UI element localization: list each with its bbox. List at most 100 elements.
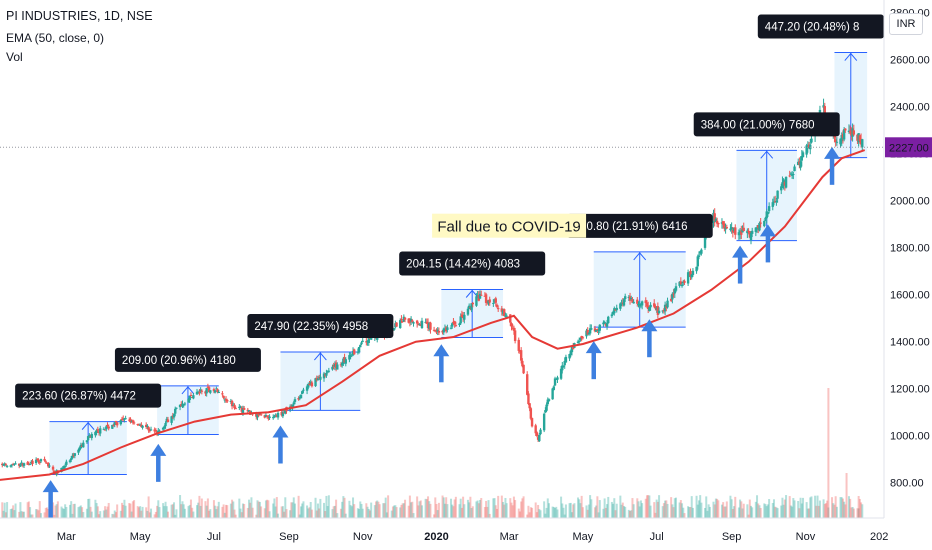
volume-bar <box>268 511 271 518</box>
candle-body <box>655 307 658 310</box>
candle <box>631 297 634 303</box>
candle-body <box>469 306 472 308</box>
x-axis: Mar May Jul Sep Nov 2020 Mar May Jul Sep Nov 202 <box>0 517 932 550</box>
candle <box>775 197 778 206</box>
candle <box>140 422 143 428</box>
volume-legend[interactable]: Vol <box>6 50 23 64</box>
candle-body <box>734 227 737 235</box>
volume-bar <box>834 496 837 518</box>
volume-bar <box>573 503 576 518</box>
volume-bar <box>411 501 414 518</box>
candle <box>576 339 580 344</box>
range-arrowhead <box>181 386 195 395</box>
candle <box>471 301 474 308</box>
volume-bar <box>78 506 81 518</box>
volume-bar <box>14 503 17 518</box>
volume-bar <box>454 496 457 518</box>
candle-body <box>801 152 805 158</box>
volume-bar <box>697 500 700 518</box>
candle-body <box>198 392 201 394</box>
candle-body <box>623 296 627 299</box>
candle <box>403 316 407 323</box>
volume-bar <box>688 507 691 518</box>
volume-bar <box>840 497 843 518</box>
candle-body <box>562 365 565 367</box>
candle-body <box>357 346 361 353</box>
volume-bar <box>256 500 259 518</box>
volume-bar <box>341 501 344 518</box>
candle-body <box>576 341 580 343</box>
candle <box>399 318 402 329</box>
volume-bar <box>581 507 584 518</box>
candle-body <box>772 201 776 203</box>
candle-body <box>715 220 719 224</box>
volume-bar <box>367 508 370 518</box>
candle <box>460 310 464 318</box>
candle-body <box>527 393 530 405</box>
symbol-title[interactable]: PI INDUSTRIES, 1D, NSE <box>6 9 153 23</box>
candle-body <box>637 303 640 306</box>
candle-body <box>585 330 588 337</box>
candle <box>79 442 83 450</box>
candle <box>221 391 224 397</box>
volume-bar <box>666 503 669 518</box>
volume-bar <box>290 502 293 518</box>
candle-body <box>342 358 345 365</box>
candle-body <box>695 266 698 272</box>
candle-body <box>9 465 12 467</box>
candle <box>662 307 666 314</box>
volume-bar <box>95 503 98 518</box>
candle-body <box>628 296 632 301</box>
volume-bar <box>174 514 177 518</box>
volume-bar <box>353 504 356 518</box>
candle-body <box>458 323 461 326</box>
candle-body <box>552 386 556 390</box>
candle <box>164 421 167 429</box>
volume-bar <box>323 502 326 518</box>
candle <box>70 456 73 463</box>
candle-body <box>425 321 429 324</box>
volume-bar <box>480 498 483 518</box>
volume-bar <box>483 507 486 518</box>
candle <box>165 416 168 424</box>
volume-bar <box>521 498 524 518</box>
volume-bar <box>638 506 641 518</box>
candle <box>292 400 295 407</box>
volume-bar <box>691 507 694 518</box>
candle-body <box>267 417 270 419</box>
candle <box>99 425 102 437</box>
candle <box>281 409 285 419</box>
volume-bar <box>215 509 218 518</box>
volume-bar <box>658 495 661 518</box>
candle <box>765 208 768 224</box>
candle-body <box>348 355 351 360</box>
currency-badge[interactable]: INR <box>889 13 923 35</box>
candle <box>272 414 275 420</box>
candle-body <box>842 129 846 140</box>
volume-bar <box>133 500 136 518</box>
candle-body <box>742 227 745 231</box>
candle-body <box>369 337 373 340</box>
volume-bar <box>696 504 699 518</box>
candle <box>267 415 270 421</box>
candle-body <box>782 179 785 186</box>
volume-bar <box>283 511 286 518</box>
candle-body <box>344 359 347 364</box>
volume-bar <box>462 496 465 518</box>
x-tick-label: May <box>130 531 151 543</box>
volume-bar <box>308 507 311 518</box>
volume-bar <box>526 514 529 518</box>
candle-body <box>4 464 8 466</box>
candle-body <box>183 403 187 405</box>
volume-bar <box>365 503 368 518</box>
candle-body <box>597 329 600 331</box>
volume-bar <box>856 508 859 518</box>
candle <box>552 385 556 391</box>
ema-legend[interactable]: EMA (50, close, 0) <box>6 31 105 45</box>
candle-body <box>89 436 92 438</box>
candle-body <box>230 400 234 407</box>
volume-bar <box>343 497 346 518</box>
candle-body <box>229 401 233 403</box>
candle <box>493 298 496 304</box>
